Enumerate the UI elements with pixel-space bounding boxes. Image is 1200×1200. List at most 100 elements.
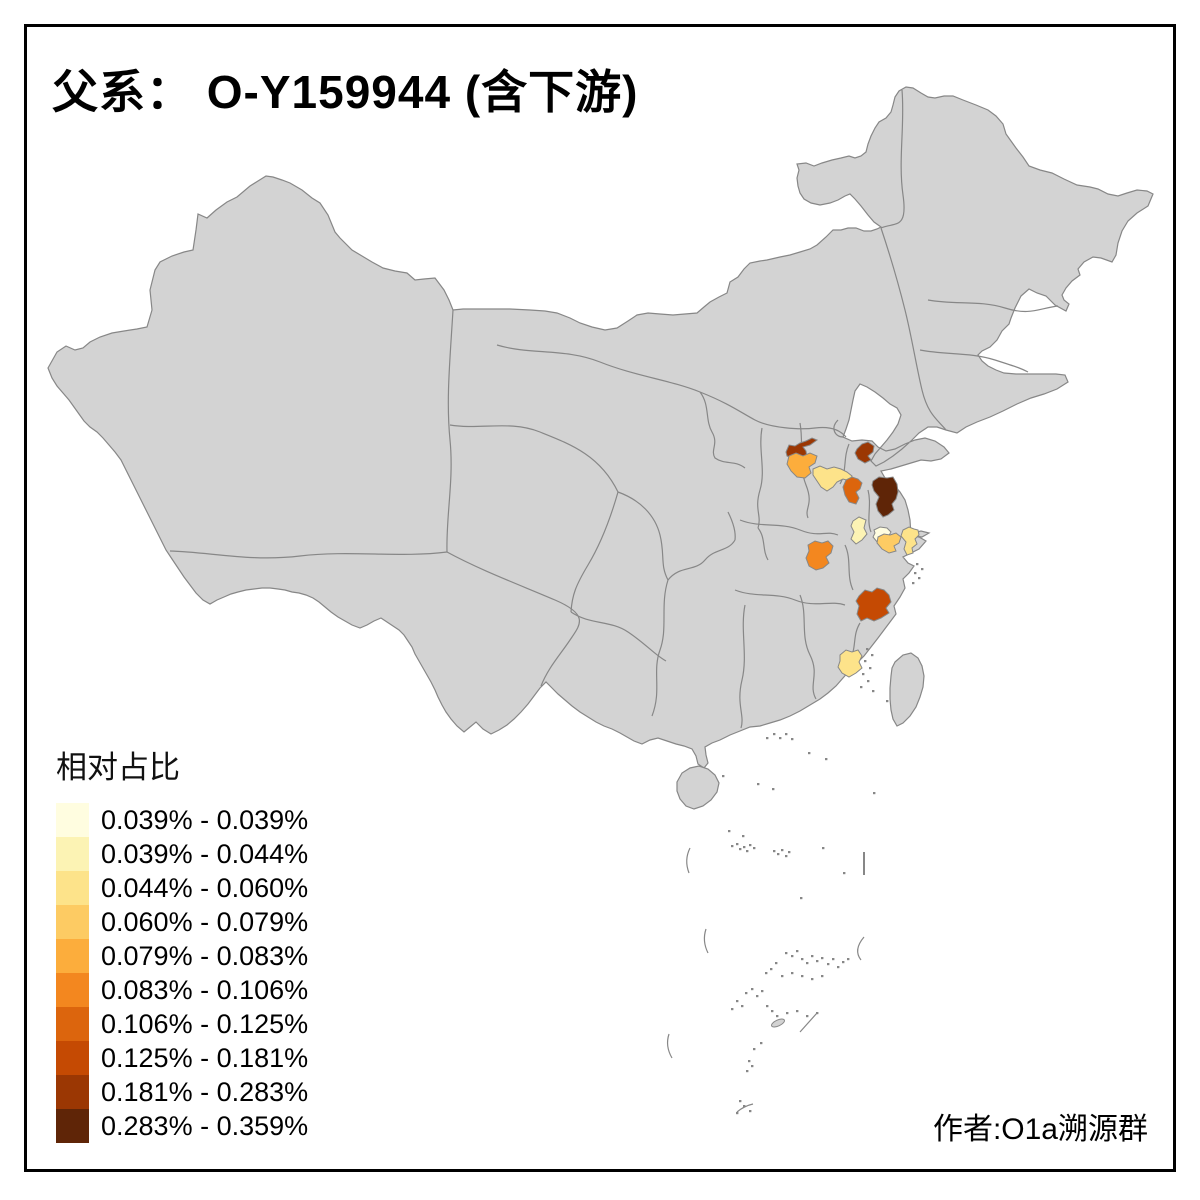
island-dot [806, 1015, 809, 1018]
island-dot [825, 758, 828, 761]
island-dot [912, 582, 915, 585]
island-dot [741, 1005, 744, 1008]
island-dot [800, 897, 803, 900]
map-region-region-5 [854, 441, 875, 464]
island-dot [770, 968, 773, 971]
island-dot [916, 563, 919, 566]
map-region-region-12 [855, 587, 892, 622]
island-dot [781, 975, 784, 978]
island-dot [785, 952, 788, 955]
island-dot [816, 1012, 819, 1015]
china-mainland [47, 86, 1154, 810]
island-dot [871, 654, 874, 657]
island-dot [821, 957, 824, 960]
legend-swatch [56, 905, 89, 939]
island-dot [765, 972, 768, 975]
page-title: 父系： O-Y159944 (含下游) [52, 66, 639, 118]
legend-row: 0.079% - 0.083% [56, 939, 308, 973]
map-region-region-11 [805, 540, 834, 571]
island-dot [746, 1070, 749, 1073]
legend-label: 0.083% - 0.106% [101, 974, 309, 1005]
island-dot [736, 1000, 739, 1003]
author-credit: 作者:O1a溯源群 [932, 1113, 1148, 1146]
island-dot [731, 1008, 734, 1011]
legend-row: 0.039% - 0.044% [56, 837, 308, 871]
island-dot [736, 843, 739, 846]
legend-swatch [56, 837, 89, 871]
island-dot [785, 855, 788, 858]
legend-label: 0.044% - 0.060% [101, 872, 309, 903]
legend-swatch [56, 939, 89, 973]
legend-row: 0.283% - 0.359% [56, 1109, 308, 1143]
island-dot [786, 1012, 789, 1015]
island-dot [806, 962, 809, 965]
island-dot [731, 845, 734, 848]
island-dot [862, 673, 865, 676]
island-dot [779, 737, 782, 740]
island-dot [791, 738, 794, 741]
map-region-region-4 [842, 476, 863, 505]
legend-row: 0.125% - 0.181% [56, 1041, 308, 1075]
island-dot [749, 844, 752, 847]
island-dot [736, 1112, 739, 1115]
legend-rows: 0.039% - 0.039% 0.039% - 0.044% 0.044% - 0… [56, 803, 308, 1143]
island-dot [743, 846, 746, 849]
south-china-sea-reef-lines [666, 847, 865, 1113]
map-region-region-10 [900, 526, 920, 556]
highlighted-regions [785, 437, 920, 678]
island-dot [777, 853, 780, 856]
legend-swatch [56, 871, 89, 905]
legend-row: 0.039% - 0.039% [56, 803, 308, 837]
island-dot [864, 660, 867, 663]
island-dot [751, 988, 754, 991]
island-dot [869, 667, 872, 670]
island-dot [753, 1048, 756, 1051]
island-dot [760, 1042, 763, 1045]
map-region-region-2 [786, 452, 818, 479]
island-dot [756, 995, 759, 998]
island-dot [816, 960, 819, 963]
island-dot [739, 848, 742, 851]
spratly-islet [771, 1018, 785, 1028]
island-dot [821, 975, 824, 978]
island-dot [728, 830, 731, 833]
legend-swatch [56, 803, 89, 837]
island-dot [766, 1005, 769, 1008]
island-dot [837, 966, 840, 969]
island-dot [791, 972, 794, 975]
legend-label: 0.181% - 0.283% [101, 1076, 309, 1107]
island-dot [791, 955, 794, 958]
legend-label: 0.106% - 0.125% [101, 1008, 309, 1039]
province-borders [169, 89, 1059, 729]
legend-swatch [56, 973, 89, 1007]
legend-swatch [56, 1041, 89, 1075]
island-dot [796, 950, 799, 953]
map-region-region-6 [871, 476, 899, 518]
island-dot [801, 975, 804, 978]
island-dot [766, 737, 769, 740]
legend-row: 0.060% - 0.079% [56, 905, 308, 939]
island-dot [775, 962, 778, 965]
island-dot [773, 850, 776, 853]
legend-label: 0.125% - 0.181% [101, 1042, 309, 1073]
island-dot [796, 1010, 799, 1013]
island-dot [886, 700, 889, 703]
island-dot [781, 849, 784, 852]
island-dot [832, 958, 835, 961]
island-dot [811, 955, 814, 958]
island-dot [788, 851, 791, 854]
legend-label: 0.039% - 0.039% [101, 804, 309, 835]
island-dot [773, 733, 776, 736]
island-dot [748, 1060, 751, 1063]
map-region-region-9 [876, 532, 902, 554]
map-region-region-7 [850, 516, 868, 545]
island-dot [827, 963, 830, 966]
mainland-outline [47, 86, 1154, 769]
island-dot [822, 847, 825, 850]
island-dot [761, 990, 764, 993]
island-dot [921, 568, 924, 571]
island-dot [866, 648, 869, 651]
legend-row: 0.044% - 0.060% [56, 871, 308, 905]
hainan-island [676, 765, 720, 810]
legend-swatch [56, 1109, 89, 1143]
